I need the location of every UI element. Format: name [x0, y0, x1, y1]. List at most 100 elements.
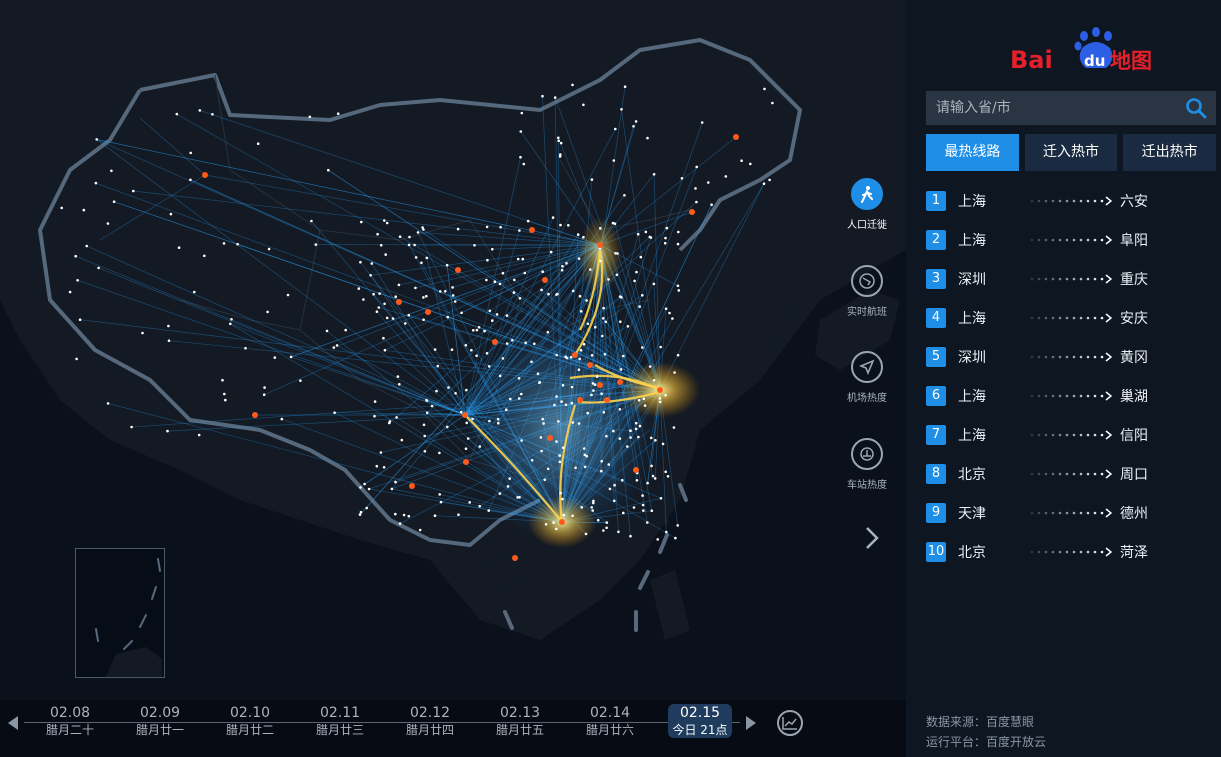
city-dot	[166, 429, 169, 433]
city-dot	[508, 477, 512, 480]
city-dot	[626, 325, 630, 328]
nine-dash-line	[503, 483, 688, 632]
route-row[interactable]: 1 上海 六安	[926, 181, 1216, 220]
route-row[interactable]: 8 北京 周口	[926, 454, 1216, 493]
city-dot	[652, 282, 656, 286]
city-dot	[574, 466, 577, 470]
city-dot	[236, 242, 239, 246]
city-dot	[475, 354, 478, 358]
tool-airport-heat[interactable]: 机场热度	[836, 351, 898, 404]
timeline-date[interactable]: 02.10 腊月廿二	[211, 704, 289, 738]
route-row[interactable]: 6 上海 巢湖	[926, 376, 1216, 415]
city-dot	[390, 487, 394, 491]
chevron-right-icon[interactable]	[860, 523, 884, 553]
tool-station-heat[interactable]: 车站热度	[836, 438, 898, 491]
city-dot	[384, 253, 388, 256]
city-dot	[407, 243, 411, 247]
flow-line	[139, 117, 206, 176]
city-dot	[483, 329, 486, 333]
city-dot	[382, 466, 386, 469]
city-dot	[541, 417, 544, 421]
city-dot	[451, 294, 455, 297]
flow-line	[417, 232, 601, 246]
city-dot	[629, 534, 632, 538]
next-day-icon[interactable]	[744, 715, 758, 731]
route-origin: 上海	[958, 427, 986, 444]
city-dot	[443, 290, 447, 293]
tool-label: 机场热度	[847, 393, 887, 404]
flow-line	[446, 265, 466, 416]
hub-city-dot	[492, 339, 498, 345]
city-dot	[273, 356, 277, 359]
tool-migration[interactable]: 人口迁徙	[836, 178, 898, 231]
city-dot	[665, 530, 668, 534]
search-box	[926, 91, 1216, 125]
date-label: 02.09	[139, 705, 181, 721]
lunar-label: 腊月廿三	[315, 723, 364, 737]
hub-city-dot	[572, 352, 578, 358]
city-dot	[414, 256, 418, 259]
route-destination: 德州	[1120, 505, 1148, 522]
japan-island	[815, 290, 900, 370]
baidu-map-logo[interactable]: Bai du 地图	[1006, 24, 1156, 76]
route-list: 1 上海 六安 2 上海 阜阳 3 深圳 重庆 4 上海 安庆 5 深圳 黄冈 6 上海 巢湖 7 上海 信阳 8 北京 周口…	[926, 181, 1216, 571]
city-dot	[76, 279, 79, 282]
city-dot	[407, 313, 411, 317]
flow-line	[455, 393, 466, 416]
city-dot	[365, 506, 369, 510]
search-icon[interactable]	[1176, 91, 1216, 125]
city-dot	[648, 365, 652, 368]
city-dot	[478, 504, 482, 508]
route-destination: 六安	[1120, 193, 1148, 210]
tab-hot-inbound-cities[interactable]: 迁入热市	[1024, 134, 1118, 171]
tab-hot-outbound-cities[interactable]: 迁出热市	[1123, 134, 1217, 171]
flow-line	[426, 400, 466, 416]
city-dot	[74, 254, 77, 258]
city-dot	[526, 219, 530, 223]
city-dot	[422, 296, 425, 299]
city-dot	[193, 290, 196, 294]
walking-person-icon	[851, 178, 883, 210]
route-row[interactable]: 3 深圳 重庆	[926, 259, 1216, 298]
city-dot	[632, 506, 636, 509]
timeline-date[interactable]: 02.14 腊月廿六	[571, 704, 649, 738]
airplane-icon	[851, 351, 883, 383]
trend-chart-icon[interactable]	[777, 710, 803, 736]
timeline-date[interactable]: 02.09 腊月廿一	[121, 704, 199, 738]
flow-line	[653, 174, 661, 391]
city-dot	[394, 512, 397, 516]
city-dot	[557, 136, 560, 140]
timeline-date[interactable]: 02.11 腊月廿三	[301, 704, 379, 738]
city-dot	[590, 393, 593, 397]
search-input[interactable]	[926, 91, 1176, 125]
lunar-label: 腊月廿一	[135, 723, 184, 737]
city-dot	[637, 435, 640, 439]
city-dot	[666, 475, 670, 478]
city-dot	[623, 194, 626, 197]
timeline-date[interactable]: 02.12 腊月廿四	[391, 704, 469, 738]
route-row[interactable]: 9 天津 德州	[926, 493, 1216, 532]
tab-hottest-routes[interactable]: 最热线路	[926, 134, 1019, 171]
city-dot	[620, 108, 623, 111]
flow-line	[133, 190, 601, 246]
city-dot	[289, 355, 293, 359]
timeline-date[interactable]: 02.13 腊月廿五	[481, 704, 559, 738]
route-row[interactable]: 4 上海 安庆	[926, 298, 1216, 337]
route-row[interactable]: 5 深圳 黄冈	[926, 337, 1216, 376]
timeline-date[interactable]: 02.15 今日 21点	[668, 704, 732, 738]
city-dot	[648, 235, 652, 239]
route-row[interactable]: 2 上海 阜阳	[926, 220, 1216, 259]
route-row[interactable]: 10 北京 菏泽	[926, 532, 1216, 571]
flow-line	[383, 337, 466, 416]
city-dot	[433, 514, 437, 517]
city-dot	[516, 496, 519, 499]
tool-live-flights[interactable]: 实时航班	[836, 265, 898, 318]
prev-day-icon[interactable]	[6, 715, 20, 731]
city-dot	[478, 445, 482, 448]
flow-line	[370, 275, 466, 416]
timeline-date[interactable]: 02.08 腊月二十	[31, 704, 109, 738]
route-row[interactable]: 7 上海 信阳	[926, 415, 1216, 454]
city-dot	[521, 257, 525, 261]
city-dot	[471, 417, 474, 421]
migration-map[interactable]	[0, 0, 906, 700]
